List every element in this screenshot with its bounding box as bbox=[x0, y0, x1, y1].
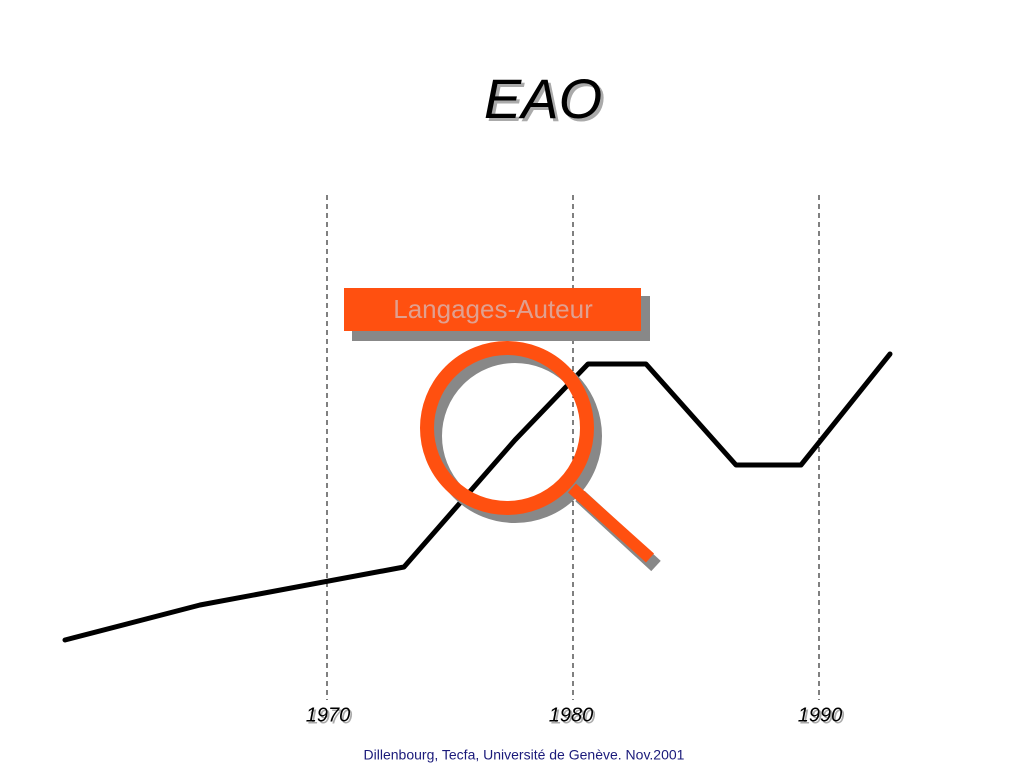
year-label: 1980 bbox=[549, 704, 594, 726]
year-label: 1970 bbox=[306, 704, 351, 726]
footer: Dillenbourg, Tecfa, Université de Genève… bbox=[364, 747, 685, 763]
handle bbox=[567, 483, 655, 563]
callout-box bbox=[344, 288, 641, 331]
callout-label: Langages-Auteur bbox=[393, 294, 593, 324]
title-shadow: EAO bbox=[487, 70, 605, 133]
year-shadow: 1970 bbox=[308, 706, 353, 728]
lens-shadow bbox=[428, 349, 602, 523]
year-shadow: 1980 bbox=[551, 706, 596, 728]
title: EAO bbox=[484, 67, 602, 130]
year-label: 1990 bbox=[798, 704, 843, 726]
year-shadow: 1990 bbox=[800, 706, 845, 728]
lens bbox=[420, 341, 594, 515]
magnifier bbox=[420, 341, 661, 572]
trend-line bbox=[62, 351, 893, 643]
guides bbox=[326, 195, 820, 700]
